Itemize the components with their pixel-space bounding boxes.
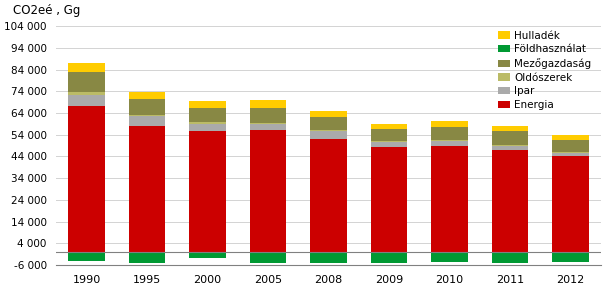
- Bar: [310, 139, 347, 252]
- Text: CO2eé , Gg: CO2eé , Gg: [13, 3, 80, 16]
- Bar: [250, 108, 286, 123]
- Bar: [431, 140, 468, 141]
- Bar: [129, 92, 165, 99]
- Bar: [189, 122, 226, 124]
- Bar: [552, 156, 589, 252]
- Bar: [492, 126, 528, 131]
- Bar: [310, 131, 347, 139]
- Bar: [189, 252, 226, 257]
- Bar: [129, 252, 165, 263]
- Bar: [371, 252, 407, 263]
- Bar: [492, 252, 528, 263]
- Bar: [250, 130, 286, 252]
- Bar: [68, 95, 105, 106]
- Bar: [189, 124, 226, 131]
- Bar: [552, 252, 589, 262]
- Bar: [371, 141, 407, 142]
- Bar: [431, 141, 468, 146]
- Bar: [310, 111, 347, 117]
- Bar: [68, 72, 105, 92]
- Bar: [129, 99, 165, 114]
- Bar: [310, 130, 347, 131]
- Bar: [371, 124, 407, 129]
- Bar: [68, 92, 105, 95]
- Legend: Hulladék, Földhasználat, Mezőgazdaság, Oldószerek, Ipar, Energia: Hulladék, Földhasználat, Mezőgazdaság, O…: [494, 27, 596, 114]
- Bar: [129, 126, 165, 252]
- Bar: [492, 146, 528, 150]
- Bar: [250, 123, 286, 124]
- Bar: [189, 131, 226, 252]
- Bar: [250, 252, 286, 263]
- Bar: [68, 63, 105, 72]
- Bar: [492, 150, 528, 252]
- Bar: [250, 100, 286, 108]
- Bar: [552, 140, 589, 152]
- Bar: [492, 131, 528, 144]
- Bar: [68, 106, 105, 252]
- Bar: [250, 124, 286, 130]
- Bar: [552, 135, 589, 140]
- Bar: [431, 121, 468, 127]
- Bar: [431, 252, 468, 262]
- Bar: [492, 144, 528, 146]
- Bar: [552, 152, 589, 153]
- Bar: [371, 129, 407, 141]
- Bar: [189, 108, 226, 122]
- Bar: [129, 116, 165, 126]
- Bar: [310, 117, 347, 130]
- Bar: [189, 101, 226, 108]
- Bar: [431, 146, 468, 252]
- Bar: [129, 114, 165, 116]
- Bar: [371, 147, 407, 252]
- Bar: [431, 127, 468, 140]
- Bar: [310, 252, 347, 263]
- Bar: [371, 142, 407, 147]
- Bar: [552, 153, 589, 156]
- Bar: [68, 252, 105, 261]
